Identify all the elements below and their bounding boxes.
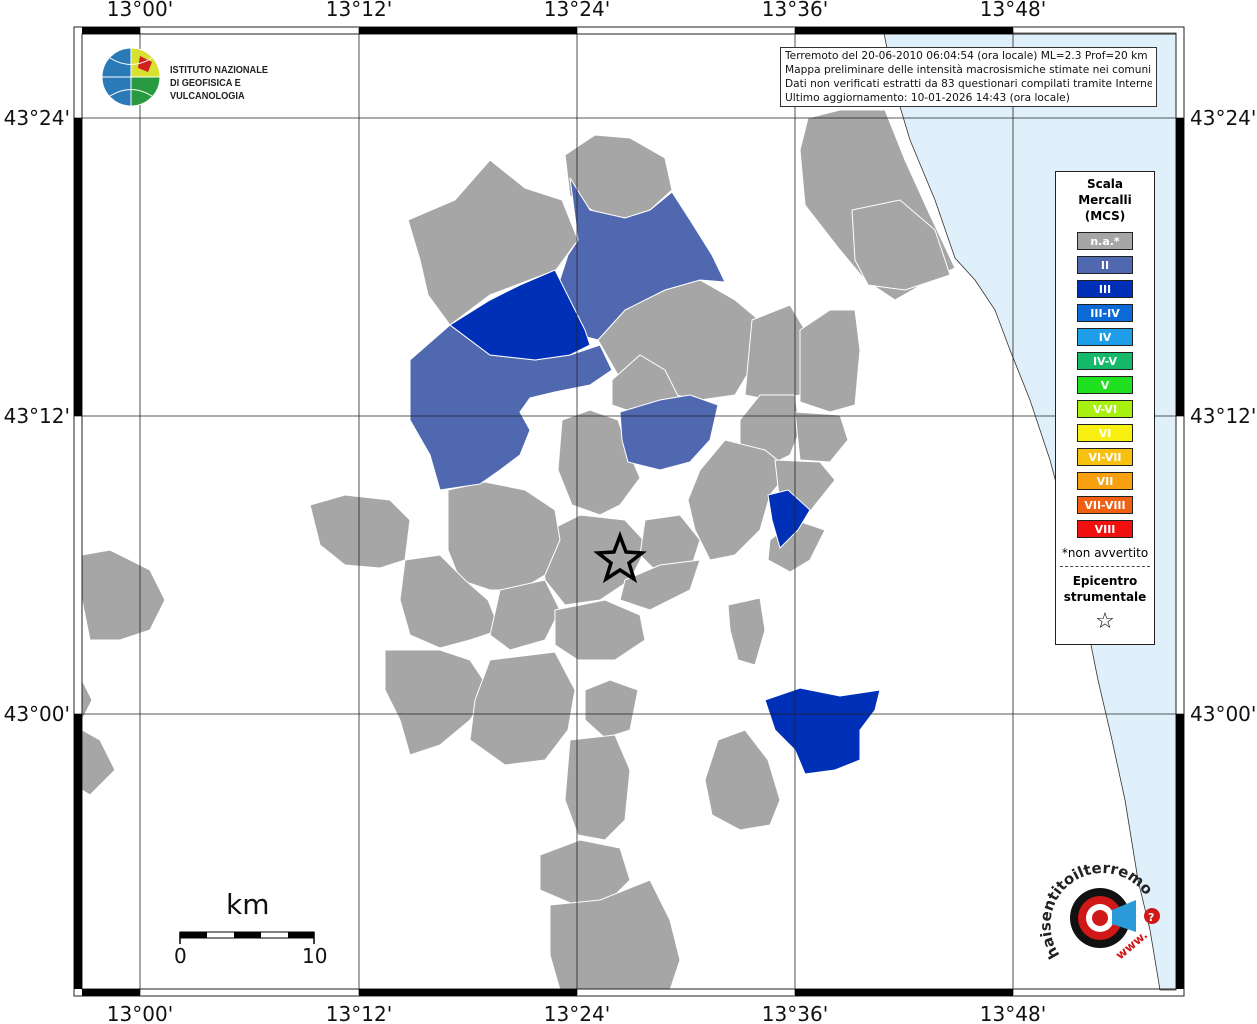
right-lat-labels: 43°24' 43°12' 43°00': [1190, 106, 1256, 726]
top-lon-label: 13°36': [762, 0, 828, 21]
last-update-line: Ultimo aggiornamento: 10-01-2026 14:43 (…: [785, 92, 1070, 104]
ingv-name-line2: DI GEOFISICA E VULCANOLOGIA: [170, 78, 245, 102]
ingv-name-line1: ISTITUTO NAZIONALE: [170, 65, 268, 76]
legend-swatch: VI-VII: [1077, 448, 1133, 466]
top-lon-label: 13°12': [326, 0, 392, 21]
bottom-lon-labels: 13°00' 13°12' 13°24' 13°36' 13°48': [107, 1002, 1046, 1024]
legend-swatch: V: [1077, 376, 1133, 394]
bottom-lon-label: 13°48': [980, 1002, 1046, 1024]
top-lon-label: 13°48': [980, 0, 1046, 21]
bottom-lon-label: 13°12': [326, 1002, 392, 1024]
haisentito-logo: haisentitoilterremoto.it ? www.: [1035, 846, 1170, 980]
legend-epicenter-line: Epicentro: [1072, 574, 1138, 588]
legend-swatch: IV-V: [1077, 352, 1133, 370]
map-description-line: Mappa preliminare delle intensità macros…: [785, 64, 1152, 76]
left-lat-labels: 43°24' 43°12' 43°00': [4, 106, 70, 726]
legend-swatch: VII: [1077, 472, 1133, 490]
legend-title-line: Mercalli: [1078, 193, 1132, 207]
svg-text:?: ?: [1148, 911, 1154, 924]
graticule: [74, 28, 1184, 995]
legend-title-line: (MCS): [1084, 209, 1126, 223]
intensity-III-municipalities: [449, 269, 881, 775]
scalebar-max: 10: [302, 944, 328, 968]
bottom-lon-label: 13°24': [544, 1002, 610, 1024]
legend-title: Scala Mercalli (MCS): [1056, 176, 1154, 224]
epicenter-star-icon: [593, 531, 647, 584]
legend-star-icon: ☆: [1095, 609, 1115, 634]
scale-bar: [179, 931, 315, 944]
ingv-logo: ISTITUTO NAZIONALE DI GEOFISICA E VULCAN…: [100, 46, 320, 110]
legend-items: n.a.* II III III-IV IV IV-V V V-VI VI VI-VII VII VI…: [1056, 232, 1154, 538]
legend-note: *non avvertito: [1061, 546, 1149, 560]
legend-epicenter-label: Epicentro strumentale: [1056, 573, 1154, 605]
data-source-line: Dati non verificati estratti da 83 quest…: [785, 78, 1152, 90]
right-lat-label: 43°00': [1190, 702, 1256, 726]
legend-title-line: Scala: [1086, 177, 1124, 191]
legend-swatch: II: [1077, 256, 1133, 274]
legend-divider: [1060, 566, 1150, 567]
scalebar-min: 0: [174, 944, 187, 968]
legend-swatch: VII-VIII: [1077, 496, 1133, 514]
globe-icon: [101, 47, 161, 107]
legend-swatch: n.a.*: [1077, 232, 1133, 250]
legend-swatch: III: [1077, 280, 1133, 298]
legend-swatch: VI: [1077, 424, 1133, 442]
top-lon-label: 13°24': [544, 0, 610, 21]
event-info-box: Terremoto del 20-06-2010 06:04:54 (ora l…: [780, 47, 1157, 107]
intensity-II-municipalities: [409, 177, 726, 491]
right-lat-label: 43°24': [1190, 106, 1256, 130]
target-icon: haisentitoilterremoto.it ? www.: [1035, 846, 1160, 962]
legend-swatch: III-IV: [1077, 304, 1133, 322]
na-municipalities: [81, 109, 956, 991]
left-lat-label: 43°24': [4, 106, 70, 130]
bottom-lon-label: 13°00': [107, 1002, 173, 1024]
right-lat-label: 43°12': [1190, 404, 1256, 428]
bottom-lon-label: 13°36': [762, 1002, 828, 1024]
mcs-legend: Scala Mercalli (MCS) n.a.* II III III-IV IV I…: [1055, 171, 1155, 645]
legend-swatch: V-VI: [1077, 400, 1133, 418]
left-lat-label: 43°00': [4, 702, 70, 726]
event-line: Terremoto del 20-06-2010 06:04:54 (ora l…: [785, 50, 1148, 62]
top-lon-label: 13°00': [107, 0, 173, 21]
scalebar-unit: km: [226, 888, 270, 921]
top-lon-labels: 13°00' 13°12' 13°24' 13°36' 13°48': [107, 0, 1046, 21]
legend-swatch: VIII: [1077, 520, 1133, 538]
legend-swatch: IV: [1077, 328, 1133, 346]
legend-epicenter-line: strumentale: [1063, 590, 1147, 604]
left-lat-label: 43°12': [4, 404, 70, 428]
map-frame: [73, 26, 1185, 997]
